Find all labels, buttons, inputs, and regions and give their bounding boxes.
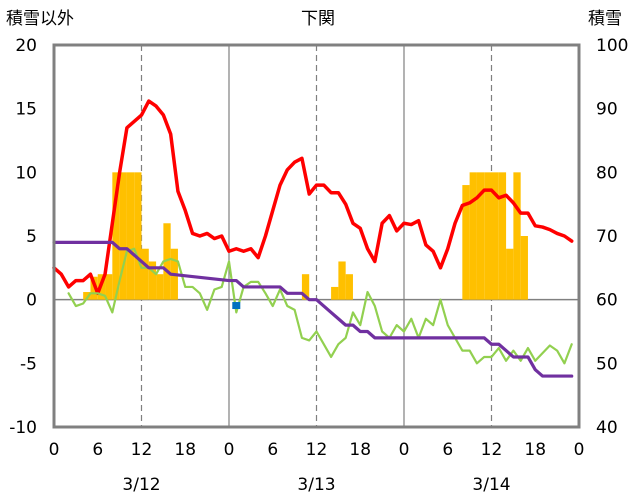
right-y-tick-label: 40: [596, 418, 618, 438]
date-label: 3/14: [472, 475, 510, 495]
left-y-tick-label: 5: [26, 227, 37, 247]
bar-0: [83, 292, 91, 300]
blue-marker: [232, 302, 241, 310]
right-y-tick-label: 90: [596, 100, 618, 120]
bar-3: [105, 274, 113, 300]
bar-5: [119, 172, 127, 300]
right-y-tick-label: 100: [596, 36, 628, 56]
bar-11: [163, 223, 171, 300]
bar-14: [331, 286, 339, 300]
line-series: [52, 99, 574, 378]
bar-18: [469, 172, 477, 300]
left-y-tick-label: 15: [15, 100, 37, 120]
bar-20: [484, 172, 492, 300]
date-label: 3/13: [297, 475, 335, 495]
x-tick-label: 12: [131, 440, 153, 460]
plot-frame: [52, 43, 581, 429]
x-tick-label: 6: [267, 440, 278, 460]
bar-21: [491, 172, 499, 300]
left-y-tick-label: 0: [26, 291, 37, 311]
x-tick-label: 0: [574, 440, 585, 460]
right-y-tick-label: 60: [596, 291, 618, 311]
x-tick-label: 18: [349, 440, 371, 460]
left-y-tick-label: 10: [15, 163, 37, 183]
bar-6: [126, 172, 135, 300]
right-y-tick-label: 70: [596, 227, 618, 247]
bar-19: [476, 172, 485, 300]
red-line-series: [52, 99, 574, 296]
bar-22: [498, 172, 507, 300]
x-tick-label: 0: [49, 440, 60, 460]
marker-layer: [232, 302, 241, 310]
left-y-tick-label: -5: [20, 354, 37, 374]
x-tick-label: 12: [481, 440, 503, 460]
bar-16: [345, 274, 353, 300]
chart-title: 下関: [301, 9, 335, 29]
bar-9: [148, 261, 157, 300]
x-axis-ticks: 0 6 12 18 0 6 12 18 0 6 12 18 0: [49, 440, 585, 460]
green-line-series: [67, 247, 573, 365]
x-tick-label: 0: [224, 440, 235, 460]
right-y-axis-ticks: 100 90 80 70 60 50 40: [596, 36, 628, 438]
bar-13: [301, 274, 310, 300]
right-axis-label: 積雪: [588, 9, 622, 29]
right-y-tick-label: 80: [596, 163, 618, 183]
left-y-tick-label: 20: [15, 36, 37, 56]
date-labels: 3/12 3/13 3/14: [122, 475, 510, 495]
x-tick-label: 18: [174, 440, 196, 460]
bar-17: [462, 185, 470, 300]
bar-7: [134, 172, 142, 300]
left-y-tick-label: -10: [9, 418, 37, 438]
date-label: 3/12: [122, 475, 160, 495]
x-tick-label: 6: [442, 440, 453, 460]
purple-line-series: [52, 240, 574, 378]
left-y-axis-ticks: 20 15 10 5 0 -5 -10: [9, 36, 37, 438]
left-axis-label: 積雪以外: [6, 9, 74, 29]
bar-4: [112, 172, 120, 300]
bar-8: [141, 248, 149, 300]
right-y-tick-label: 50: [596, 354, 618, 374]
bar-15: [338, 261, 346, 300]
x-tick-label: 0: [399, 440, 410, 460]
x-tick-label: 6: [92, 440, 103, 460]
bar-series: [83, 172, 528, 300]
x-tick-label: 18: [524, 440, 546, 460]
bar-10: [156, 274, 164, 300]
x-tick-label: 12: [306, 440, 328, 460]
bar-23: [506, 248, 514, 300]
bar-24: [513, 172, 521, 300]
bar-25: [520, 236, 528, 300]
